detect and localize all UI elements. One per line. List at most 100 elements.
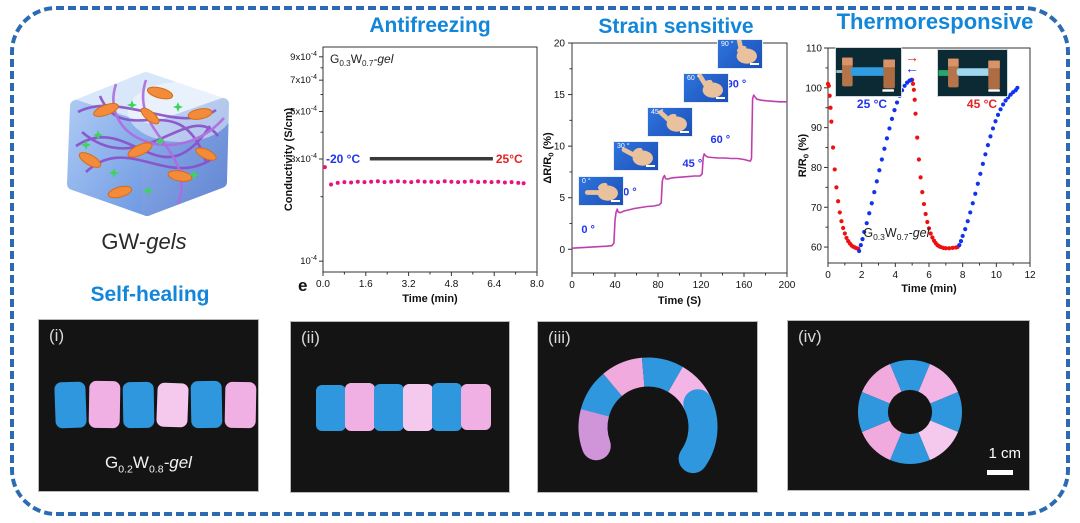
finger-bend-inset-photo-30: 30 ° (613, 141, 659, 171)
svg-text:15: 15 (554, 90, 566, 101)
svg-text:8: 8 (960, 270, 966, 281)
svg-text:-20 °C: -20 °C (326, 152, 360, 166)
antifreezing-conductivity-chart: 0.0 1.6 3.2 4.8 6.4 8.0 9x10-4 7x10-4 5x10-4 3x10… (283, 46, 544, 305)
svg-text:90: 90 (811, 123, 823, 134)
heading-thermoresponsive: Thermoresponsive (836, 9, 1034, 34)
svg-text:200: 200 (779, 280, 796, 291)
svg-text:110: 110 (806, 44, 822, 55)
temp-label-45c: 45 °C (966, 97, 998, 111)
svg-text:70: 70 (811, 203, 823, 214)
finger-bend-inset-photo-0: 0 ° (578, 176, 624, 206)
gel-arch (578, 357, 718, 474)
inset-angle-label: 90 ° (721, 41, 734, 48)
temp-label-25c: 25 °C (856, 97, 888, 111)
svg-text:12: 12 (1024, 270, 1036, 281)
svg-text:100: 100 (805, 83, 822, 94)
self-healing-photo-ii: (ii) (290, 321, 510, 493)
heading-antifreezing: Antifreezing (369, 14, 491, 37)
gel-pieces-separated (54, 380, 257, 429)
finger-bend-inset-photo-60: 60 ° (683, 73, 729, 103)
svg-text:25°C: 25°C (496, 152, 523, 166)
clamp-photo-art (938, 50, 1007, 96)
svg-text:G0.3W0.7-gel: G0.3W0.7-gel (863, 226, 930, 242)
inset-angle-label: 45 ° (651, 109, 664, 116)
hand-icon (658, 109, 687, 132)
svg-text:6.4: 6.4 (487, 279, 501, 290)
inset-angle-label: 60 ° (687, 75, 700, 82)
self-healing-photo-iii: (iii) (537, 321, 758, 493)
hand-icon (697, 73, 723, 98)
panel-letter-e: e (298, 276, 308, 295)
inset-angle-label: 30 ° (617, 143, 630, 150)
svg-text:0: 0 (559, 245, 565, 256)
svg-text:Time (min): Time (min) (402, 293, 458, 305)
strain-sensitive-chart: 0 40 80 120 160 200 0 5 10 15 20 Time (S) ΔR/R0 (%) 0… (542, 39, 796, 308)
svg-text:R/R0 (%): R/R0 (%) (797, 133, 810, 177)
nanosheet-icons (78, 86, 217, 199)
hand-icon (621, 147, 653, 166)
heading-self-healing: Self-healing (90, 283, 210, 306)
finger-bend-inset-photo-90: 90 ° (717, 36, 763, 69)
svg-text:9x10-4: 9x10-4 (290, 51, 317, 63)
hand-icon (736, 36, 757, 64)
svg-text:8.0: 8.0 (530, 279, 544, 290)
svg-text:90 °: 90 ° (727, 78, 747, 90)
svg-text:4.8: 4.8 (444, 279, 458, 290)
gel-ring (857, 359, 963, 465)
gw-gels-prefix: GW- (101, 229, 147, 254)
gel-clamp-photo-45c (937, 49, 1008, 97)
svg-text:45 °: 45 ° (683, 158, 703, 170)
gel-clamp-photo-25c (835, 47, 902, 97)
svg-text:0.0: 0.0 (316, 279, 330, 290)
panel-letter: (i) (49, 326, 65, 345)
panel-letter: (ii) (301, 328, 320, 347)
svg-text:20: 20 (554, 39, 566, 50)
svg-text:5: 5 (559, 193, 565, 204)
svg-text:Time (min): Time (min) (901, 283, 957, 295)
inset-scalebar (646, 165, 655, 167)
svg-text:0: 0 (569, 280, 575, 291)
svg-text:10: 10 (991, 270, 1003, 281)
gw-gels-label: GW-gels (58, 229, 230, 255)
svg-text:80: 80 (652, 280, 664, 291)
svg-text:60: 60 (811, 243, 823, 254)
svg-text:60 °: 60 ° (710, 134, 730, 146)
svg-text:80: 80 (811, 163, 823, 174)
self-healing-photo-i: (i) G0.2W0.8-gel (38, 319, 259, 492)
svg-text:5x10-4: 5x10-4 (290, 105, 317, 117)
self-healing-photo-iv: (iv) 1 cm (787, 320, 1030, 491)
panel-letter: (iii) (548, 328, 571, 347)
svg-text:3.2: 3.2 (402, 279, 416, 290)
scale-bar (987, 470, 1013, 475)
svg-text:10-4: 10-4 (300, 255, 317, 267)
inset-scalebar (680, 131, 689, 133)
svg-text:1.6: 1.6 (359, 279, 373, 290)
svg-text:2: 2 (859, 270, 865, 281)
svg-text:Time (S): Time (S) (658, 295, 702, 307)
crosslink-sparkle-icons (81, 100, 199, 196)
inset-scalebar (611, 200, 620, 202)
svg-text:4: 4 (893, 270, 899, 281)
svg-text:6: 6 (926, 270, 932, 281)
svg-text:160: 160 (736, 280, 753, 291)
finger-bend-inset-photo-45: 45 ° (647, 107, 693, 137)
gel-pieces-joined (316, 383, 491, 431)
svg-text:40: 40 (609, 280, 621, 291)
arrow-left-icon: ← (905, 60, 919, 76)
thermoresponsive-chart: 0 2 4 6 8 10 12 60 70 80 90 100 110 Time (min) R/R0 (%… (797, 44, 1036, 296)
inset-scalebar (716, 97, 725, 99)
gw-gels-italic: gels (146, 229, 187, 254)
clamp-photo-art (836, 48, 901, 96)
svg-text:Conductivity (S/cm): Conductivity (S/cm) (283, 108, 295, 212)
svg-text:0: 0 (825, 270, 831, 281)
panel-letter: (iv) (798, 327, 822, 346)
inset-scalebar (750, 63, 759, 65)
svg-text:3x10-4: 3x10-4 (290, 153, 317, 165)
svg-text:G0.3W0.7-gel: G0.3W0.7-gel (330, 52, 394, 68)
g02w08-gel-label: G0.2W0.8-gel (105, 452, 192, 475)
svg-text:10: 10 (554, 142, 566, 153)
gw-gel-network-illustration (67, 72, 232, 216)
equilibrium-arrows: → ← (905, 50, 919, 76)
svg-text:120: 120 (693, 280, 710, 291)
